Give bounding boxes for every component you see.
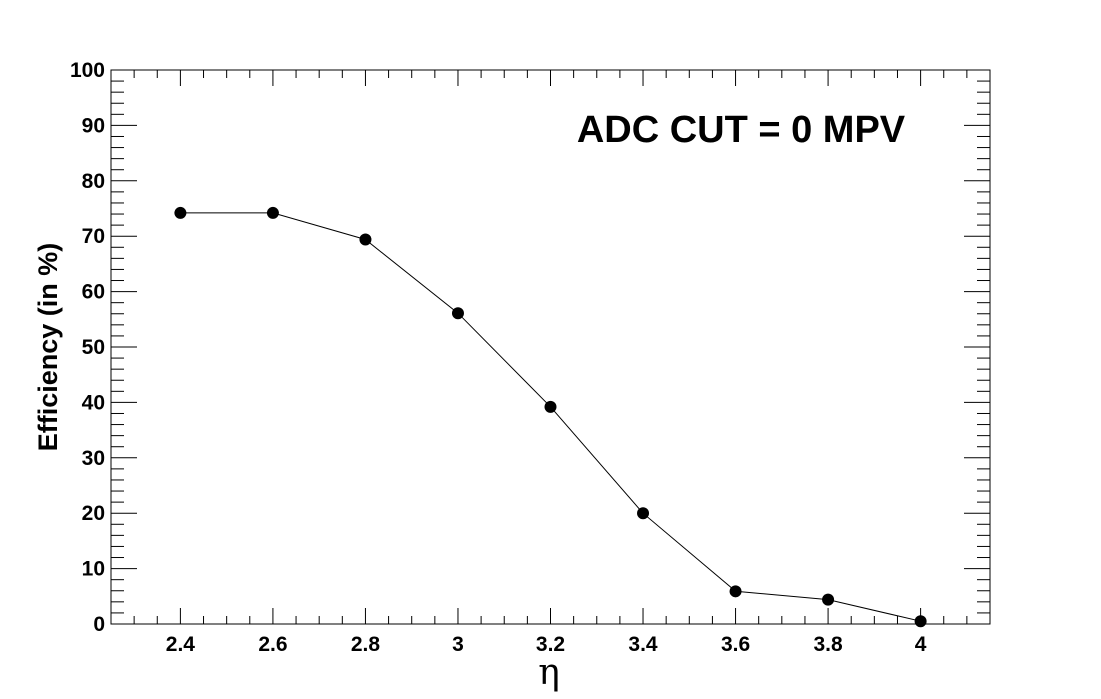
x-tick-label: 3.2: [536, 633, 565, 656]
data-point: [451, 307, 464, 320]
y-tick-label: 40: [82, 391, 105, 414]
data-point: [544, 400, 557, 413]
plot-frame: [110, 69, 991, 625]
data-point: [637, 507, 650, 520]
series-layer: [174, 206, 927, 628]
x-tick-label: 4: [915, 633, 927, 656]
x-tick-label: 3.8: [813, 633, 843, 656]
y-tick-label: 30: [82, 447, 105, 470]
x-tick-label: 2.6: [258, 633, 287, 656]
y-tick-label: 100: [70, 59, 105, 82]
y-tick-label: 60: [82, 281, 105, 304]
data-point: [822, 593, 835, 606]
x-tick-label: 3.6: [721, 633, 750, 656]
data-point: [174, 206, 187, 219]
tick-labels: 0 10 20 30 40 50 60 70 80 90 100 2.4 2.6 2.8 3 3.2 3.4 3.…: [70, 59, 927, 656]
y-tick-label: 90: [82, 114, 105, 137]
x-axis-title: η: [538, 652, 560, 693]
x-tick-label: 2.4: [166, 633, 196, 656]
y-tick-label: 10: [82, 558, 105, 581]
data-point: [359, 233, 372, 246]
y-tick-label: 70: [82, 225, 105, 248]
data-point: [729, 585, 742, 598]
axis-ticks: [110, 69, 991, 625]
series-line: [180, 212, 921, 622]
y-tick-label: 20: [82, 502, 105, 525]
x-tick-label: 3.4: [628, 633, 658, 656]
y-tick-label: 50: [82, 336, 105, 359]
annotation-text: ADC CUT = 0 MPV: [577, 109, 906, 151]
x-tick-label: 3: [452, 633, 464, 656]
y-axis-title: Efficiency (in %): [33, 243, 63, 452]
data-point: [914, 615, 927, 628]
x-tick-label: 2.8: [351, 633, 381, 656]
y-tick-label: 80: [82, 170, 105, 193]
y-tick-label: 0: [93, 613, 105, 636]
data-point: [266, 206, 279, 219]
